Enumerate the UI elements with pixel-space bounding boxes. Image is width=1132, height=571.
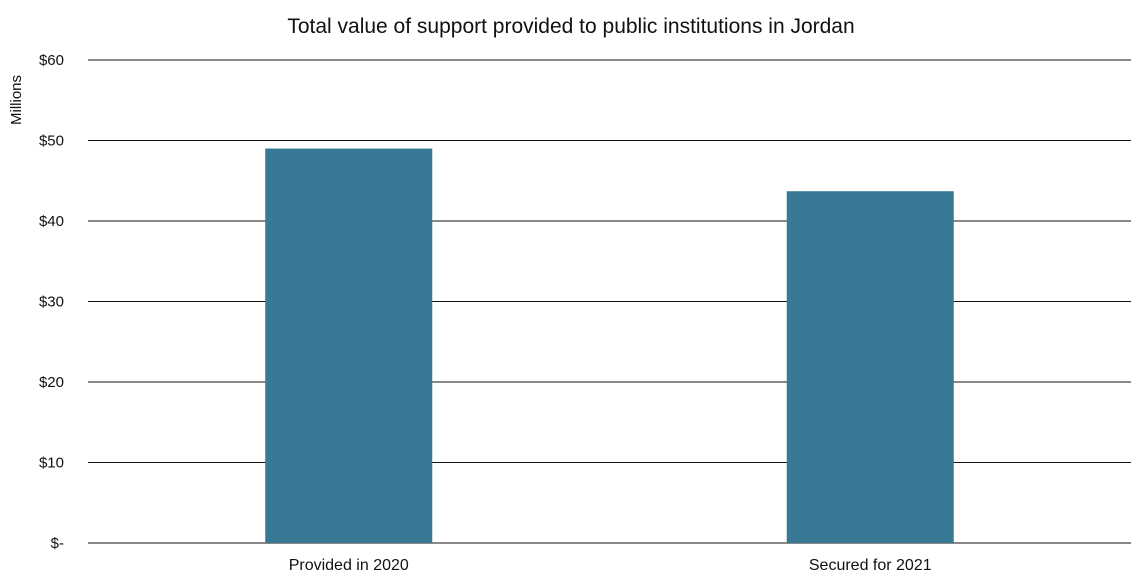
x-tick-label: Provided in 2020 — [289, 557, 409, 571]
x-tick-label: Secured for 2021 — [809, 557, 932, 571]
y-tick-label: $50 — [39, 133, 64, 150]
y-tick-label: $30 — [39, 294, 64, 311]
y-axis-label: Millions — [8, 75, 25, 125]
y-tick-label: $40 — [39, 213, 64, 230]
bars — [265, 148, 954, 544]
y-tick-label: $- — [51, 535, 64, 552]
y-axis-ticks: $- $10 $20 $30 $40 $50 $60 — [39, 52, 64, 552]
chart-title: Total value of support provided to publi… — [287, 15, 854, 38]
bar — [265, 148, 433, 544]
gridlines — [88, 59, 1131, 544]
y-tick-label: $60 — [39, 52, 64, 69]
x-axis-ticks: Provided in 2020 Secured for 2021 — [289, 557, 932, 571]
y-tick-label: $10 — [39, 455, 64, 472]
y-tick-label: $20 — [39, 374, 64, 391]
bar — [786, 191, 954, 543]
